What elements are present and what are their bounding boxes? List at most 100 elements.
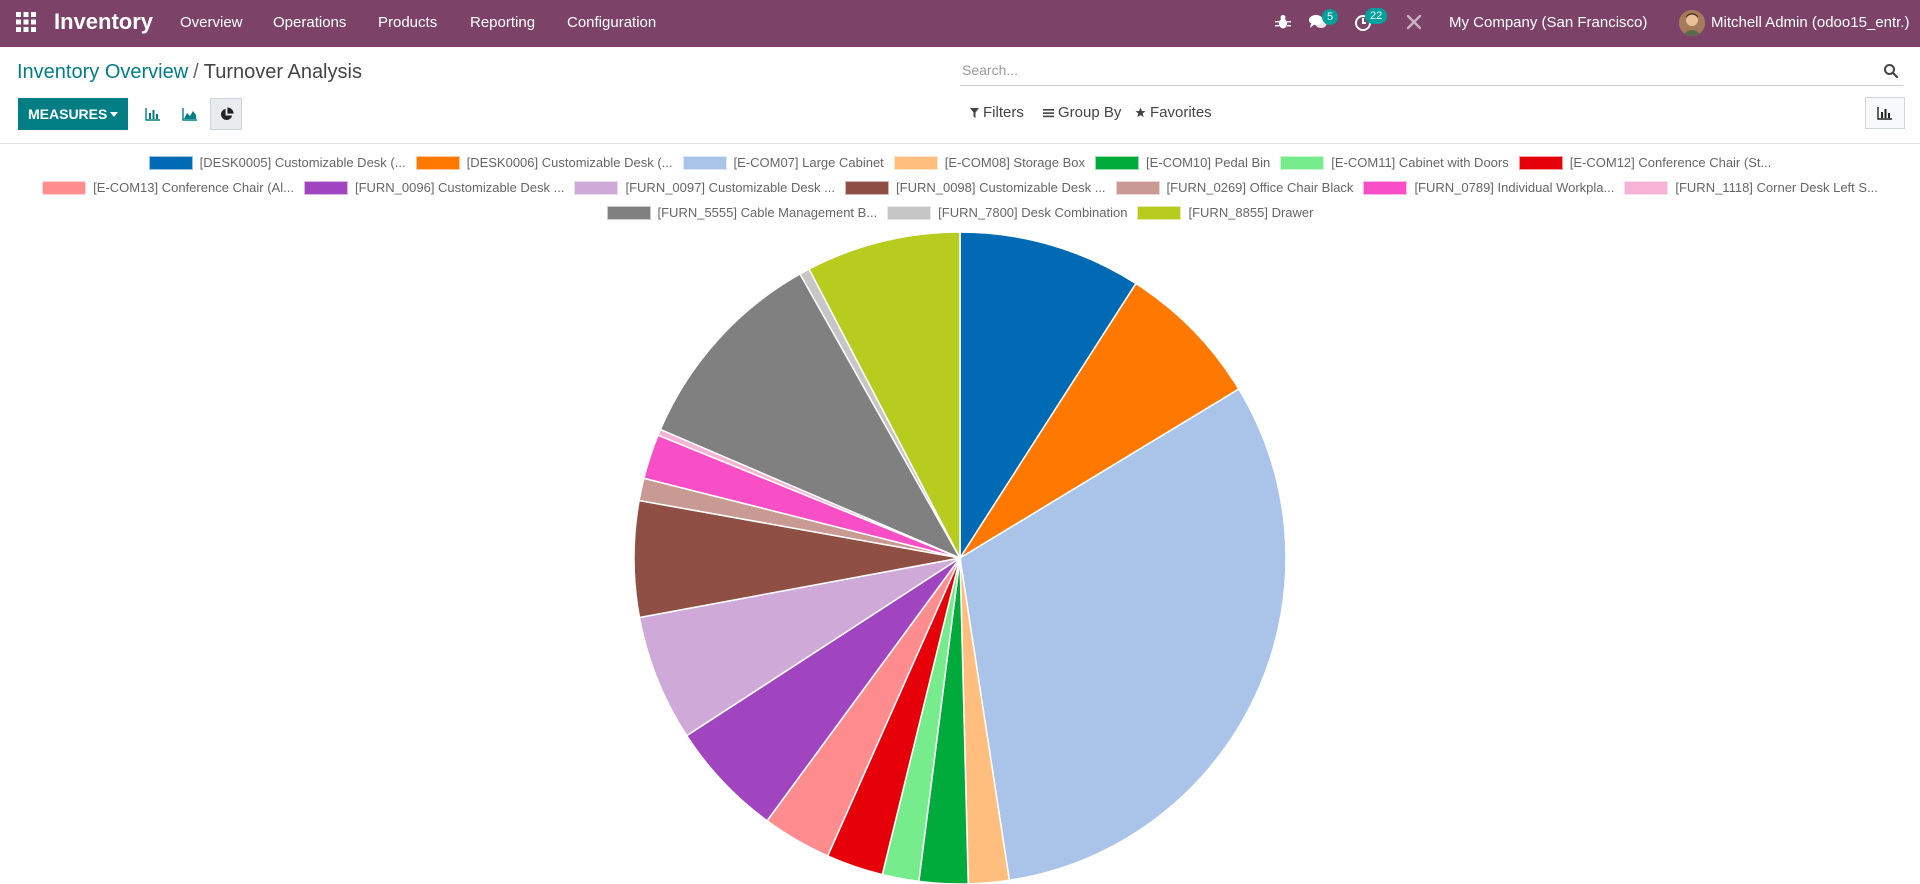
user-menu[interactable]: Mitchell Admin (odoo15_entr.) xyxy=(1711,14,1910,31)
legend-label: [E-COM13] Conference Chair (Al... xyxy=(93,180,294,195)
legend-swatch xyxy=(42,180,87,195)
control-panel: Inventory Overview/Turnover Analysis MEA… xyxy=(0,47,1920,144)
legend-item[interactable]: [E-COM10] Pedal Bin xyxy=(1094,155,1271,170)
activities-badge: 22 xyxy=(1365,8,1388,24)
legend-label: [FURN_8855] Drawer xyxy=(1188,205,1314,220)
legend-label: [FURN_1118] Corner Desk Left S... xyxy=(1675,180,1878,195)
user-avatar[interactable] xyxy=(1679,10,1705,36)
apps-grid-icon[interactable] xyxy=(16,12,36,32)
tools-icon[interactable] xyxy=(1404,12,1424,32)
legend-label: [E-COM12] Conference Chair (St... xyxy=(1569,155,1772,170)
legend-item[interactable]: [FURN_7800] Desk Combination xyxy=(887,205,1127,220)
search-input[interactable] xyxy=(960,57,1864,83)
pie-chart-view-button[interactable] xyxy=(210,98,242,130)
legend-label: [DESK0006] Customizable Desk (... xyxy=(466,155,673,170)
line-chart-view-button[interactable] xyxy=(174,98,206,130)
legend-item[interactable]: [E-COM13] Conference Chair (Al... xyxy=(42,180,294,195)
legend-item[interactable]: [DESK0006] Customizable Desk (... xyxy=(415,155,673,170)
pie-slice[interactable] xyxy=(638,557,961,737)
bar-chart-view-button[interactable] xyxy=(137,98,169,130)
legend-label: [DESK0005] Customizable Desk (... xyxy=(199,155,406,170)
legend-label: [FURN_0269] Office Chair Black xyxy=(1166,180,1354,195)
search-icon[interactable] xyxy=(1883,63,1899,79)
measures-button[interactable]: MEASURES xyxy=(18,98,128,130)
filters-label: Filters xyxy=(983,104,1024,121)
company-switcher[interactable]: My Company (San Francisco) xyxy=(1449,14,1648,31)
list-icon xyxy=(1043,108,1054,117)
pie-chart-icon xyxy=(220,106,234,120)
legend-swatch xyxy=(1094,155,1139,170)
group-by-button[interactable]: Group By xyxy=(1043,104,1121,121)
filter-icon xyxy=(970,107,979,118)
breadcrumb: Inventory Overview / Turnover Analysis xyxy=(17,61,362,84)
legend-row: [DESK0005] Customizable Desk (... [DESK00… xyxy=(0,155,1920,170)
legend-swatch xyxy=(682,155,727,170)
graph-view-switch-button[interactable] xyxy=(1865,97,1905,129)
legend-item[interactable]: [FURN_0789] Individual Workpla... xyxy=(1363,180,1614,195)
legend-item[interactable]: [FURN_0096] Customizable Desk ... xyxy=(303,180,565,195)
legend-label: [FURN_5555] Cable Management B... xyxy=(657,205,878,220)
favorites-button[interactable]: Favorites xyxy=(1135,104,1212,121)
legend-item[interactable]: [E-COM07] Large Cabinet xyxy=(682,155,884,170)
breadcrumb-parent[interactable]: Inventory Overview xyxy=(17,61,189,83)
legend-swatch xyxy=(606,205,651,220)
legend-label: [E-COM11] Cabinet with Doors xyxy=(1331,155,1509,170)
menu-products[interactable]: Products xyxy=(378,14,438,31)
menu-configuration[interactable]: Configuration xyxy=(567,14,657,31)
legend-label: [E-COM08] Storage Box xyxy=(944,155,1085,170)
pie-slice[interactable] xyxy=(959,282,1240,559)
favorites-label: Favorites xyxy=(1150,104,1212,121)
legend-label: [FURN_0097] Customizable Desk ... xyxy=(625,180,836,195)
legend-swatch xyxy=(574,180,619,195)
filters-button[interactable]: Filters xyxy=(970,104,1024,121)
menu-overview[interactable]: Overview xyxy=(180,14,243,31)
legend-item[interactable]: [FURN_0097] Customizable Desk ... xyxy=(574,180,835,195)
legend-swatch xyxy=(148,155,193,170)
legend-item[interactable]: [FURN_8855] Drawer xyxy=(1137,205,1313,220)
top-navbar: Inventory Overview Operations Products R… xyxy=(0,0,1920,47)
pie-slice[interactable] xyxy=(959,231,1137,561)
app-brand[interactable]: Inventory xyxy=(54,9,154,34)
area-chart-icon xyxy=(182,108,197,121)
group-by-label: Group By xyxy=(1058,104,1122,121)
legend-item[interactable]: [FURN_0269] Office Chair Black xyxy=(1115,180,1354,195)
legend-label: [FURN_0096] Customizable Desk ... xyxy=(354,180,565,195)
legend-label: [FURN_0789] Individual Workpla... xyxy=(1414,180,1615,195)
legend-item[interactable]: [E-COM11] Cabinet with Doors xyxy=(1280,155,1509,170)
legend-label: [FURN_7800] Desk Combination xyxy=(938,205,1128,220)
menu-reporting[interactable]: Reporting xyxy=(470,14,536,31)
legend-item[interactable]: [FURN_1118] Corner Desk Left S... xyxy=(1624,180,1878,195)
messages-icon[interactable] xyxy=(1308,12,1328,32)
legend-swatch xyxy=(887,205,932,220)
legend-item[interactable]: [E-COM12] Conference Chair (St... xyxy=(1518,155,1772,170)
legend-swatch xyxy=(303,180,348,195)
star-icon xyxy=(1135,107,1146,118)
bar-chart-icon xyxy=(145,108,160,121)
bug-icon[interactable] xyxy=(1273,12,1293,32)
page-title: Turnover Analysis xyxy=(203,61,362,83)
legend-swatch xyxy=(1624,180,1669,195)
menu-operations[interactable]: Operations xyxy=(273,14,347,31)
legend-row: [E-COM13] Conference Chair (Al... [FURN_0… xyxy=(0,180,1920,195)
legend-item[interactable]: [FURN_0098] Customizable Desk ... xyxy=(845,180,1106,195)
search-bar xyxy=(960,57,1903,86)
legend-swatch xyxy=(845,180,890,195)
pie-slice[interactable] xyxy=(659,272,962,560)
legend-item[interactable]: [E-COM08] Storage Box xyxy=(893,155,1085,170)
legend-label: [E-COM10] Pedal Bin xyxy=(1145,155,1271,170)
messages-badge: 5 xyxy=(1322,9,1339,25)
pie-slice[interactable] xyxy=(959,388,1287,882)
legend-swatch xyxy=(1137,205,1182,220)
legend-row: [FURN_5555] Cable Management B... [FURN_7… xyxy=(0,205,1920,220)
legend-item[interactable]: [DESK0005] Customizable Desk (... xyxy=(148,155,406,170)
legend-swatch xyxy=(415,155,460,170)
legend-item[interactable]: [FURN_5555] Cable Management B... xyxy=(606,205,878,220)
legend-swatch xyxy=(1115,180,1160,195)
legend-swatch xyxy=(1518,155,1563,170)
legend-swatch xyxy=(1280,155,1325,170)
legend-label: [FURN_0098] Customizable Desk ... xyxy=(896,180,1106,195)
pie-slice[interactable] xyxy=(808,231,961,559)
legend-swatch xyxy=(1363,180,1408,195)
breadcrumb-separator: / xyxy=(193,61,199,83)
